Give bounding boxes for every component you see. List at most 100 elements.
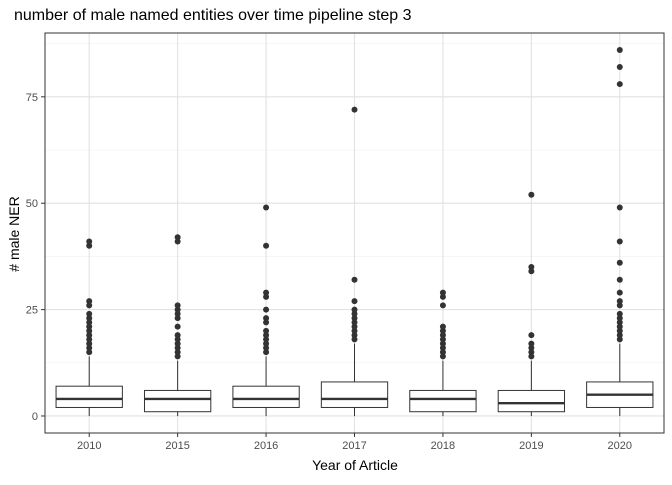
outlier-point bbox=[528, 344, 535, 351]
outlier-point bbox=[263, 319, 270, 326]
outlier-point bbox=[528, 191, 535, 198]
outlier-point bbox=[439, 344, 446, 351]
outlier-point bbox=[174, 349, 181, 356]
outlier-point bbox=[351, 319, 358, 326]
outlier-point bbox=[263, 336, 270, 343]
outlier-point bbox=[439, 336, 446, 343]
outlier-point bbox=[174, 344, 181, 351]
outlier-point bbox=[616, 298, 623, 305]
outlier-point bbox=[439, 340, 446, 347]
outlier-point bbox=[616, 310, 623, 317]
outlier-point bbox=[263, 340, 270, 347]
outlier-point bbox=[439, 302, 446, 309]
outlier-point bbox=[174, 310, 181, 317]
outlier-point bbox=[174, 332, 181, 339]
outlier-point bbox=[263, 344, 270, 351]
box-body bbox=[55, 385, 123, 408]
outlier-point bbox=[86, 238, 93, 245]
axes: 0 25 50 75 2010 2015 2016 2017 2018 2019 2020 bbox=[26, 32, 665, 452]
outlier-point bbox=[439, 289, 446, 296]
outlier-point bbox=[174, 302, 181, 309]
outlier-point bbox=[86, 323, 93, 330]
outlier-point bbox=[439, 323, 446, 330]
outlier-point bbox=[528, 268, 535, 275]
x-tick-label: 2020 bbox=[608, 440, 632, 452]
outlier-point bbox=[439, 353, 446, 360]
outlier-point bbox=[351, 327, 358, 334]
outlier-point bbox=[528, 332, 535, 339]
outlier-point bbox=[351, 336, 358, 343]
outlier-point bbox=[263, 315, 270, 322]
box-body bbox=[143, 389, 212, 413]
outlier-point bbox=[616, 332, 623, 339]
outlier-point bbox=[174, 234, 181, 241]
outlier-point bbox=[616, 302, 623, 309]
outlier-point bbox=[616, 327, 623, 334]
outlier-point bbox=[616, 238, 623, 245]
outlier-point bbox=[616, 259, 623, 266]
outlier-point bbox=[439, 293, 446, 300]
outlier-point bbox=[174, 353, 181, 360]
x-axis-label: Year of Article bbox=[312, 457, 398, 473]
y-tick-label: 50 bbox=[26, 198, 38, 210]
x-tick-label: 2017 bbox=[342, 440, 366, 452]
outlier-point bbox=[86, 242, 93, 249]
outlier-point bbox=[263, 327, 270, 334]
outlier-point bbox=[616, 336, 623, 343]
box-2018 bbox=[409, 289, 477, 416]
outlier-point bbox=[351, 306, 358, 313]
y-tick-label: 25 bbox=[26, 305, 38, 317]
box-body bbox=[497, 389, 566, 413]
boxes bbox=[55, 47, 654, 416]
outlier-point bbox=[86, 332, 93, 339]
outlier-point bbox=[86, 340, 93, 347]
outlier-point bbox=[263, 204, 270, 211]
outlier-point bbox=[351, 332, 358, 339]
outlier-point bbox=[174, 306, 181, 313]
outlier-point bbox=[616, 47, 623, 54]
outlier-point bbox=[351, 106, 358, 113]
outlier-point bbox=[86, 336, 93, 343]
box-2017 bbox=[320, 106, 389, 416]
x-tick-label: 2019 bbox=[519, 440, 543, 452]
outlier-point bbox=[86, 344, 93, 351]
outlier-point bbox=[174, 323, 181, 330]
outlier-point bbox=[528, 264, 535, 271]
box-body bbox=[409, 389, 477, 413]
outlier-point bbox=[616, 315, 623, 322]
outlier-point bbox=[86, 310, 93, 317]
box-2020 bbox=[586, 47, 654, 416]
outlier-point bbox=[263, 242, 270, 249]
outlier-point bbox=[263, 293, 270, 300]
y-tick-label: 75 bbox=[26, 92, 38, 104]
outlier-point bbox=[439, 332, 446, 339]
x-tick-label: 2016 bbox=[254, 440, 278, 452]
outlier-point bbox=[174, 238, 181, 245]
chart-title: number of male named entities over time … bbox=[14, 7, 412, 24]
box-2019 bbox=[497, 191, 566, 416]
outlier-point bbox=[174, 315, 181, 322]
outlier-point bbox=[263, 289, 270, 296]
outlier-point bbox=[86, 298, 93, 305]
box-2010 bbox=[55, 238, 123, 416]
outlier-point bbox=[616, 64, 623, 71]
outlier-point bbox=[86, 315, 93, 322]
outlier-point bbox=[528, 340, 535, 347]
box-2015 bbox=[143, 234, 212, 416]
outlier-point bbox=[616, 289, 623, 296]
outlier-point bbox=[439, 327, 446, 334]
outlier-point bbox=[351, 298, 358, 305]
box-body bbox=[232, 385, 300, 408]
box-2016 bbox=[232, 204, 300, 416]
outlier-point bbox=[616, 204, 623, 211]
outlier-point bbox=[174, 336, 181, 343]
box-body bbox=[320, 381, 389, 408]
plot-panel-border bbox=[44, 32, 665, 434]
outlier-point bbox=[616, 276, 623, 283]
outlier-point bbox=[174, 340, 181, 347]
x-tick-label: 2015 bbox=[165, 440, 189, 452]
outlier-point bbox=[528, 349, 535, 356]
outlier-point bbox=[263, 332, 270, 339]
outlier-point bbox=[351, 310, 358, 317]
